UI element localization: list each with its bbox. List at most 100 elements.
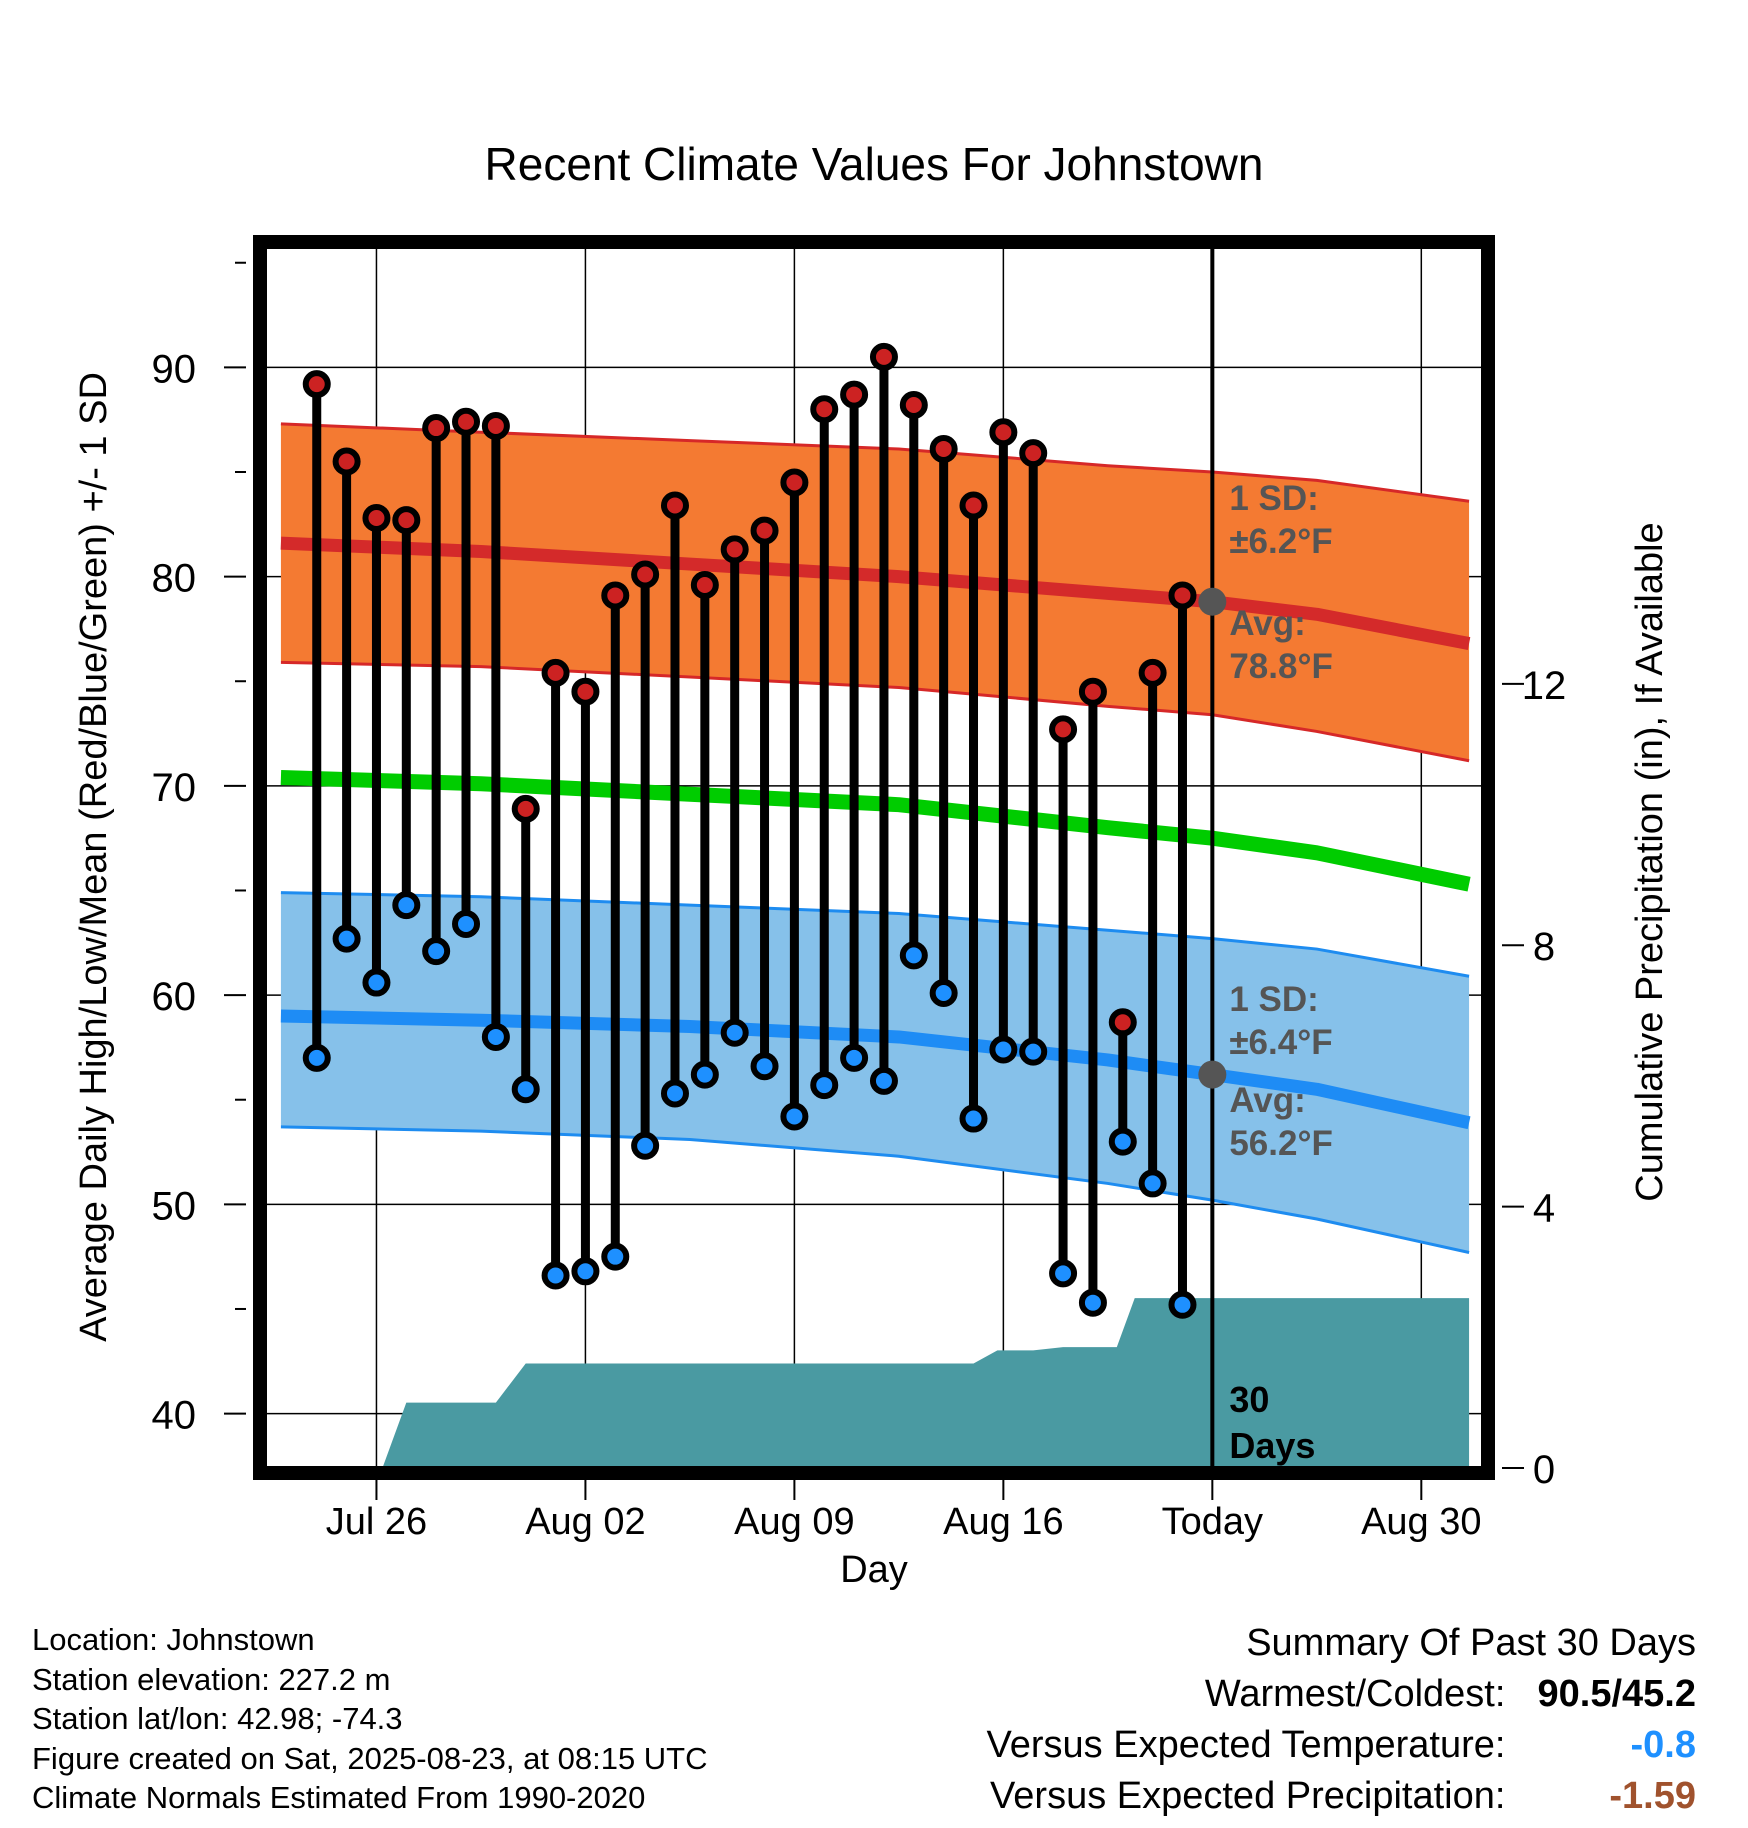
high-point <box>989 418 1018 447</box>
low-point <box>362 968 391 997</box>
y-axis-label: Average Daily High/Low/Mean (Red/Blue/Gr… <box>73 372 115 1342</box>
low-point <box>1168 1290 1197 1319</box>
y-tick-label: 60 <box>152 975 197 1019</box>
x-axis-label: Day <box>840 1549 908 1591</box>
low-point <box>899 941 928 970</box>
y-tick-label: 50 <box>152 1184 197 1228</box>
high-point <box>750 516 779 545</box>
low-point <box>332 924 361 953</box>
high-point <box>571 677 600 706</box>
high-point <box>720 535 749 564</box>
precip-area <box>382 1298 1470 1468</box>
high-point <box>452 407 481 436</box>
low-point <box>422 937 451 966</box>
low-point <box>302 1043 331 1072</box>
high-point <box>1168 581 1197 610</box>
low-sd-band-lower-edge <box>280 1125 1470 1254</box>
summary-precip-row: Versus Expected Precipitation: -1.59 <box>987 1771 1696 1822</box>
low-point <box>1049 1259 1078 1288</box>
low-point <box>511 1075 540 1104</box>
summary-temp-label: Versus Expected Temperature: <box>986 1724 1506 1766</box>
low-point <box>1138 1169 1167 1198</box>
low-point <box>959 1104 988 1133</box>
x-tick-label: Aug 30 <box>1361 1501 1481 1543</box>
low-point <box>989 1035 1018 1064</box>
info-elevation: Station elevation: 227.2 m <box>32 1661 391 1697</box>
high-point <box>690 570 719 599</box>
low-sd-label: 1 SD: <box>1229 980 1318 1019</box>
high-point <box>959 491 988 520</box>
y2-tick-label: 4 <box>1533 1187 1555 1231</box>
high-point <box>899 391 928 420</box>
low-point <box>810 1071 839 1100</box>
high-point <box>780 468 809 497</box>
y2-tick-label: 0 <box>1533 1448 1555 1492</box>
low-point <box>601 1242 630 1271</box>
high-point <box>601 581 630 610</box>
y-tick-label: 40 <box>152 1394 197 1438</box>
summary-temp-row: Versus Expected Temperature: -0.8 <box>987 1720 1696 1771</box>
y-tick-label: 70 <box>152 766 197 810</box>
low-point <box>541 1261 570 1290</box>
x-tick-label: Aug 16 <box>943 1501 1063 1543</box>
low-point <box>1019 1037 1048 1066</box>
low-avg-value: 56.2°F <box>1229 1124 1333 1163</box>
high-point <box>631 560 660 589</box>
high-point <box>1138 658 1167 687</box>
x-tick-label: Aug 09 <box>734 1501 854 1543</box>
low-point <box>1108 1127 1137 1156</box>
today-high-avg-marker <box>1198 587 1227 616</box>
high-point <box>929 434 958 463</box>
low-point <box>1078 1288 1107 1317</box>
low-point <box>720 1018 749 1047</box>
x-tick-label: Jul 26 <box>326 1501 427 1543</box>
low-point <box>392 891 421 920</box>
high-point <box>511 794 540 823</box>
summary-warmest-value: 90.5/45.2 <box>1537 1673 1696 1715</box>
high-avg-label: Avg: <box>1229 604 1305 643</box>
high-sd-band <box>280 423 1470 761</box>
high-point <box>332 447 361 476</box>
precip-days-number: 30 <box>1229 1379 1269 1420</box>
low-point <box>452 909 481 938</box>
high-point <box>660 491 689 520</box>
low-point <box>660 1079 689 1108</box>
y-tick-label: 80 <box>152 557 197 601</box>
summary-warmest-label: Warmest/Coldest: <box>1204 1673 1506 1715</box>
chart-title: Recent Climate Values For Johnstown <box>485 138 1264 190</box>
low-avg-label: Avg: <box>1229 1081 1305 1120</box>
high-point <box>302 370 331 399</box>
station-info: Location: Johnstown Station elevation: 2… <box>32 1620 708 1818</box>
climate-chart: Recent Climate Values For Johnstown 1 SD… <box>73 138 1671 1591</box>
low-sd-value: ±6.4°F <box>1229 1023 1332 1062</box>
info-latlon: Station lat/lon: 42.98; -74.3 <box>32 1701 403 1736</box>
high-point <box>541 658 570 687</box>
high-point <box>869 342 898 371</box>
precip-days-word: Days <box>1229 1425 1315 1466</box>
x-tick-label: Aug 02 <box>525 1501 645 1543</box>
high-point <box>362 504 391 533</box>
info-location: Location: Johnstown <box>32 1622 315 1657</box>
info-normals: Climate Normals Estimated From 1990-2020 <box>32 1780 646 1815</box>
summary-precip-label: Versus Expected Precipitation: <box>990 1775 1506 1817</box>
low-point <box>631 1131 660 1160</box>
y2-tick-label: 12 <box>1522 664 1567 708</box>
today-low-avg-marker <box>1198 1060 1227 1089</box>
high-point <box>392 506 421 535</box>
high-point <box>1019 439 1048 468</box>
low-point <box>571 1257 600 1286</box>
plot-frame <box>253 235 1495 1480</box>
high-sd-value: ±6.2°F <box>1229 522 1332 561</box>
summary-panel: Summary Of Past 30 Days Warmest/Coldest:… <box>987 1618 1696 1822</box>
low-point <box>929 979 958 1008</box>
y-tick-label: 90 <box>152 347 197 391</box>
high-point <box>1078 677 1107 706</box>
summary-precip-value: -1.59 <box>1609 1775 1696 1817</box>
high-sd-label: 1 SD: <box>1229 479 1318 518</box>
info-created: Figure created on Sat, 2025-08-23, at 08… <box>32 1740 708 1776</box>
low-point <box>780 1102 809 1131</box>
high-point <box>1049 715 1078 744</box>
x-tick-label: Today <box>1162 1501 1263 1543</box>
low-point <box>869 1066 898 1095</box>
low-point <box>690 1060 719 1089</box>
